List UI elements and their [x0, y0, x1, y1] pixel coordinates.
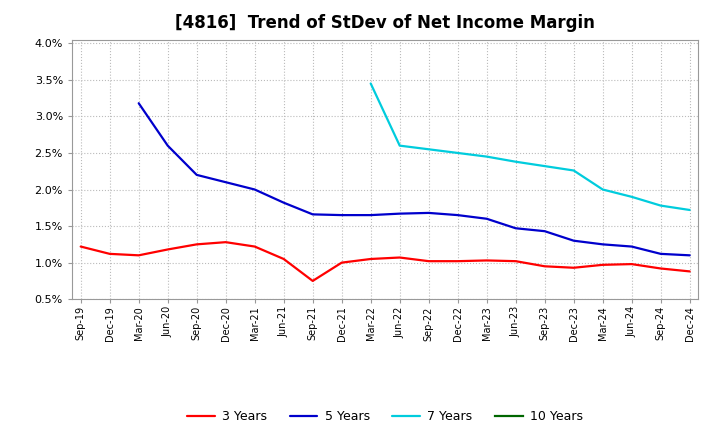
7 Years — [627, 194, 636, 199]
3 Years — [135, 253, 143, 258]
5 Years — [657, 251, 665, 257]
3 Years — [279, 257, 288, 262]
3 Years — [482, 258, 491, 263]
Line: 5 Years: 5 Years — [139, 103, 690, 255]
5 Years — [366, 213, 375, 218]
Line: 3 Years: 3 Years — [81, 242, 690, 281]
5 Years — [570, 238, 578, 243]
3 Years — [657, 266, 665, 271]
3 Years — [511, 259, 520, 264]
3 Years — [76, 244, 85, 249]
5 Years — [598, 242, 607, 247]
5 Years — [135, 101, 143, 106]
3 Years — [105, 251, 114, 257]
7 Years — [395, 143, 404, 148]
3 Years — [395, 255, 404, 260]
3 Years — [366, 257, 375, 262]
7 Years — [657, 203, 665, 208]
3 Years — [570, 265, 578, 271]
5 Years — [395, 211, 404, 216]
3 Years — [308, 278, 317, 283]
5 Years — [251, 187, 259, 192]
5 Years — [279, 200, 288, 205]
7 Years — [511, 159, 520, 165]
5 Years — [454, 213, 462, 218]
Line: 7 Years: 7 Years — [371, 84, 690, 210]
3 Years — [338, 260, 346, 265]
5 Years — [511, 226, 520, 231]
7 Years — [685, 207, 694, 213]
7 Years — [541, 164, 549, 169]
7 Years — [454, 150, 462, 156]
5 Years — [221, 180, 230, 185]
3 Years — [454, 259, 462, 264]
7 Years — [598, 187, 607, 192]
Legend: 3 Years, 5 Years, 7 Years, 10 Years: 3 Years, 5 Years, 7 Years, 10 Years — [182, 405, 588, 428]
5 Years — [163, 143, 172, 148]
5 Years — [308, 212, 317, 217]
3 Years — [685, 269, 694, 274]
3 Years — [221, 239, 230, 245]
3 Years — [163, 247, 172, 252]
7 Years — [424, 147, 433, 152]
3 Years — [627, 261, 636, 267]
5 Years — [685, 253, 694, 258]
5 Years — [192, 172, 201, 177]
7 Years — [482, 154, 491, 159]
3 Years — [251, 244, 259, 249]
5 Years — [627, 244, 636, 249]
3 Years — [424, 259, 433, 264]
3 Years — [598, 262, 607, 268]
5 Years — [541, 228, 549, 234]
5 Years — [424, 210, 433, 216]
5 Years — [482, 216, 491, 221]
7 Years — [366, 81, 375, 86]
3 Years — [192, 242, 201, 247]
7 Years — [570, 168, 578, 173]
Title: [4816]  Trend of StDev of Net Income Margin: [4816] Trend of StDev of Net Income Marg… — [175, 15, 595, 33]
5 Years — [338, 213, 346, 218]
3 Years — [541, 264, 549, 269]
